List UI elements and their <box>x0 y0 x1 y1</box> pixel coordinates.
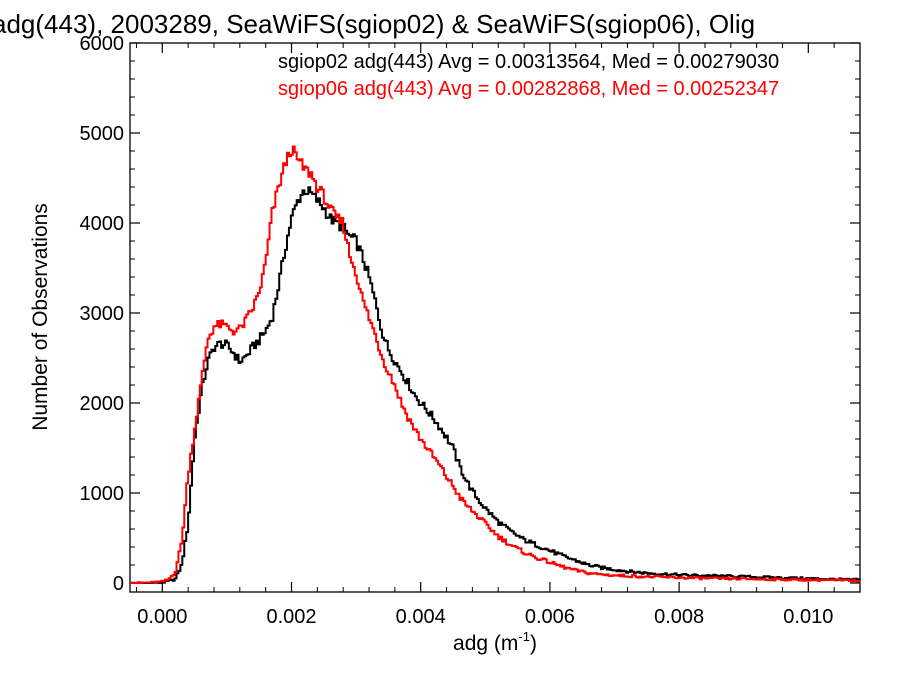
chart-title: adg(443), 2003289, SeaWiFS(sgiop02) & Se… <box>0 9 755 39</box>
x-axis: 0.000 0.002 0.004 0.006 0.008 0.010 <box>135 43 861 628</box>
series-line-sgiop02 <box>130 186 861 584</box>
legend-entry-sgiop02: sgiop02 adg(443) Avg = 0.00313564, Med =… <box>278 51 779 73</box>
x-axis-title: adg (m-1) <box>453 629 537 655</box>
x-axis-title-main: adg (m <box>453 632 518 655</box>
y-axis-title: Number of Observations <box>29 203 52 431</box>
series-layer <box>130 145 861 584</box>
plot-frame <box>129 42 861 593</box>
series-line-sgiop06 <box>130 145 861 584</box>
x-tick-label: 0.004 <box>396 606 446 628</box>
y-tick-label: 3000 <box>80 303 125 325</box>
x-tick-label: 0.000 <box>137 606 187 628</box>
y-tick-label: 6000 <box>80 33 125 55</box>
y-tick-label: 1000 <box>80 483 125 505</box>
y-tick-label: 5000 <box>80 123 125 145</box>
y-tick-label: 0 <box>113 573 124 595</box>
x-tick-label: 0.006 <box>525 606 575 628</box>
x-axis-title-superscript: -1 <box>518 629 530 644</box>
y-axis: 0 1000 2000 3000 4000 5000 6000 <box>80 33 860 595</box>
legend-entry-sgiop06: sgiop06 adg(443) Avg = 0.00282868, Med =… <box>278 78 779 100</box>
x-axis-title-suffix: ) <box>530 632 537 655</box>
y-tick-label: 4000 <box>80 213 125 235</box>
x-tick-label: 0.008 <box>654 606 704 628</box>
y-tick-label: 2000 <box>80 393 125 415</box>
x-tick-label: 0.002 <box>266 606 316 628</box>
x-tick-label: 0.010 <box>783 606 833 628</box>
